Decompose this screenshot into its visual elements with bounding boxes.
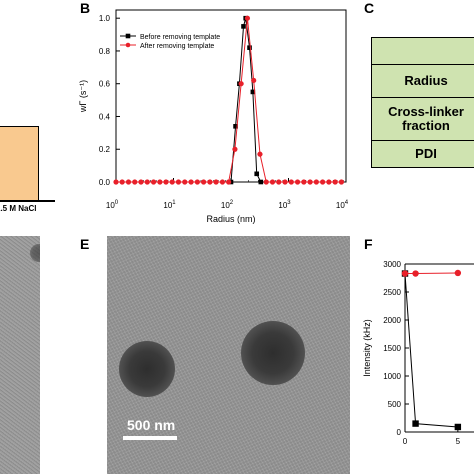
data-point-before xyxy=(247,45,252,50)
data-point-before xyxy=(233,124,238,129)
legend-label: Before removing template xyxy=(140,34,220,41)
data-point-after xyxy=(257,151,263,157)
data-point-after xyxy=(326,179,332,185)
data-point-after xyxy=(163,179,169,185)
data-point-after xyxy=(169,179,175,185)
scale-bar-label: 500 nm xyxy=(127,417,176,433)
data-point-after xyxy=(282,179,288,185)
data-point-after xyxy=(244,15,251,21)
data-point-f-0 xyxy=(412,420,419,427)
data-point-after xyxy=(238,81,244,87)
data-point-before xyxy=(241,24,246,29)
y-tick-label-b: 0.4 xyxy=(99,112,111,121)
series-line-before xyxy=(230,18,262,183)
table-c: Radius Cross-linker fraction PDI xyxy=(371,37,474,168)
panel-letter-e: E xyxy=(80,236,90,252)
y-tick-label-f: 2000 xyxy=(383,316,401,325)
chart-b: 100 101 102 103 104 0.0 0.2 0.4 0.6 0.8 1.0 Radius … xyxy=(78,9,349,224)
panel-a-bar-label: 1.5 M NaCl xyxy=(0,204,37,213)
y-tick-label-f: 0 xyxy=(397,428,402,437)
data-point-after xyxy=(132,179,138,185)
legend-marker xyxy=(125,42,131,48)
y-tick-label-b: 0.8 xyxy=(99,47,111,56)
x-tick-label-b: 102 xyxy=(221,200,234,210)
data-point-after xyxy=(175,179,182,185)
panel-a-bar xyxy=(0,126,39,200)
panel-a-axis xyxy=(0,200,55,202)
data-point-after xyxy=(194,179,200,185)
y-tick-label-f: 1500 xyxy=(383,344,401,353)
x-tick-label-f: 5 xyxy=(456,437,461,446)
data-point-after xyxy=(144,179,150,185)
table-c-radius: Radius xyxy=(371,64,474,98)
data-point-f-0 xyxy=(454,423,462,431)
x-axis-label-b: Radius (nm) xyxy=(206,214,255,224)
y-tick-label-f: 3000 xyxy=(383,260,401,269)
data-point-after xyxy=(207,179,213,185)
data-point-after xyxy=(307,179,313,185)
y-tick-label-b: 1.0 xyxy=(99,14,111,23)
data-point-after xyxy=(332,179,338,185)
y-axis-label-f: Intensity (kHz) xyxy=(362,319,372,377)
chart-f: 0 500 1000 1500 2000 2500 3000 0 5 Intensity (kHz… xyxy=(362,260,474,446)
y-tick-label-f: 2500 xyxy=(383,288,401,297)
y-tick-label-f: 1000 xyxy=(383,372,401,381)
data-point-after xyxy=(276,179,282,185)
data-point-before xyxy=(258,179,264,185)
data-point-after xyxy=(125,179,132,185)
y-tick-label-f: 500 xyxy=(388,400,402,409)
data-point-after xyxy=(288,179,294,185)
table-c-blank-row xyxy=(371,37,474,65)
panel-letter-b: B xyxy=(80,0,91,16)
data-point-after xyxy=(188,179,194,185)
data-point-after xyxy=(213,179,219,185)
scale-bar xyxy=(123,436,177,440)
data-point-after xyxy=(226,179,232,185)
x-tick-label-b: 100 xyxy=(106,200,119,210)
x-tick-label-b: 103 xyxy=(278,200,291,210)
data-point-after xyxy=(138,179,144,185)
data-point-f-1 xyxy=(412,270,419,277)
data-point-before xyxy=(254,171,260,177)
panel-letter-c: C xyxy=(364,0,375,16)
data-point-after xyxy=(338,179,345,185)
data-point-after xyxy=(320,179,326,185)
data-point-after xyxy=(119,179,125,185)
data-point-after xyxy=(263,179,269,185)
data-point-after xyxy=(201,179,207,185)
legend-marker xyxy=(125,33,131,39)
x-tick-label-b: 101 xyxy=(163,200,176,210)
legend-label: After removing template xyxy=(140,43,214,50)
panel-letter-f: F xyxy=(364,236,373,252)
panel-e-tem-image: 500 nm xyxy=(107,236,350,474)
data-point-before xyxy=(250,89,256,95)
x-tick-label-b: 104 xyxy=(336,200,349,210)
y-axis-label-b: wΓ (s⁻¹) xyxy=(78,80,88,113)
data-point-after xyxy=(157,179,163,185)
y-tick-label-b: 0.0 xyxy=(99,178,111,187)
table-c-cross-linker: Cross-linker fraction xyxy=(371,97,474,141)
particle-left xyxy=(119,341,175,397)
data-point-after xyxy=(182,179,188,185)
data-point-after xyxy=(150,179,157,185)
table-c-pdi: PDI xyxy=(371,140,474,168)
data-point-f-1 xyxy=(401,270,409,277)
data-point-after xyxy=(294,179,301,185)
data-point-after xyxy=(113,179,119,185)
data-point-after xyxy=(301,179,307,185)
data-point-after xyxy=(232,146,238,152)
panel-d-tem-image xyxy=(0,236,40,474)
y-tick-label-b: 0.2 xyxy=(99,145,111,154)
data-point-after xyxy=(269,179,276,185)
y-tick-label-b: 0.6 xyxy=(99,80,111,89)
data-point-f-1 xyxy=(454,269,462,277)
data-point-after xyxy=(313,179,319,185)
panel-d-particle xyxy=(30,244,40,262)
data-point-after xyxy=(219,179,226,185)
series-line-f-0 xyxy=(404,273,458,428)
data-point-after xyxy=(251,77,257,84)
particle-right xyxy=(241,321,305,385)
x-tick-label-f: 0 xyxy=(403,437,408,446)
